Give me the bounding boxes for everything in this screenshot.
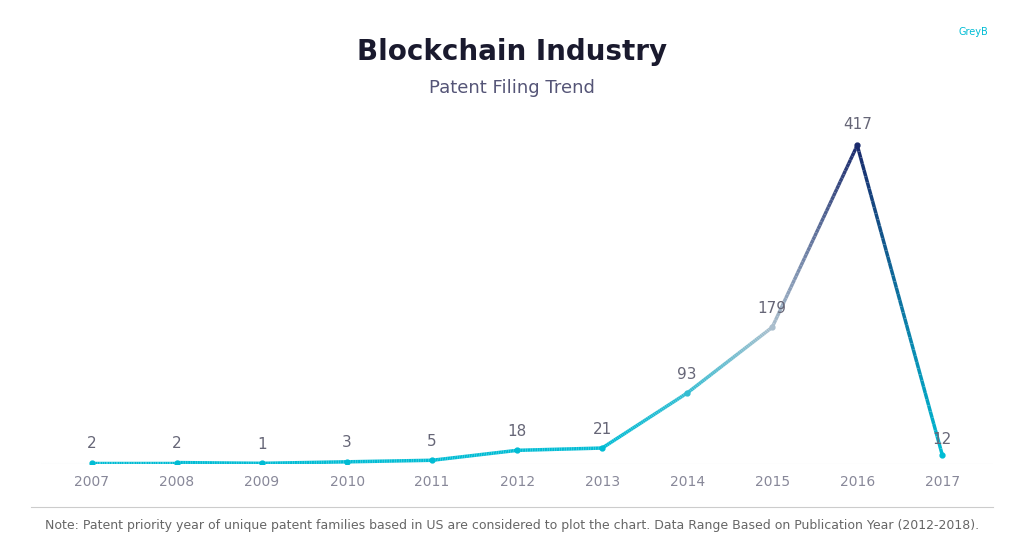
Text: 12: 12 bbox=[933, 432, 952, 447]
Text: 18: 18 bbox=[508, 424, 526, 439]
Text: 2: 2 bbox=[172, 436, 182, 451]
Text: Note: Patent priority year of unique patent families based in US are considered : Note: Patent priority year of unique pat… bbox=[45, 519, 979, 532]
Text: 5: 5 bbox=[427, 434, 437, 449]
Text: Blockchain Industry: Blockchain Industry bbox=[357, 38, 667, 66]
Text: 179: 179 bbox=[758, 301, 786, 316]
Text: GreyB: GreyB bbox=[958, 27, 988, 37]
Text: Patent Filing Trend: Patent Filing Trend bbox=[429, 79, 595, 97]
Text: 21: 21 bbox=[593, 422, 611, 437]
Text: 1: 1 bbox=[257, 437, 267, 452]
Text: 417: 417 bbox=[843, 117, 871, 132]
Text: 2: 2 bbox=[87, 436, 97, 451]
Text: 3: 3 bbox=[342, 435, 352, 450]
Text: 93: 93 bbox=[678, 366, 697, 382]
